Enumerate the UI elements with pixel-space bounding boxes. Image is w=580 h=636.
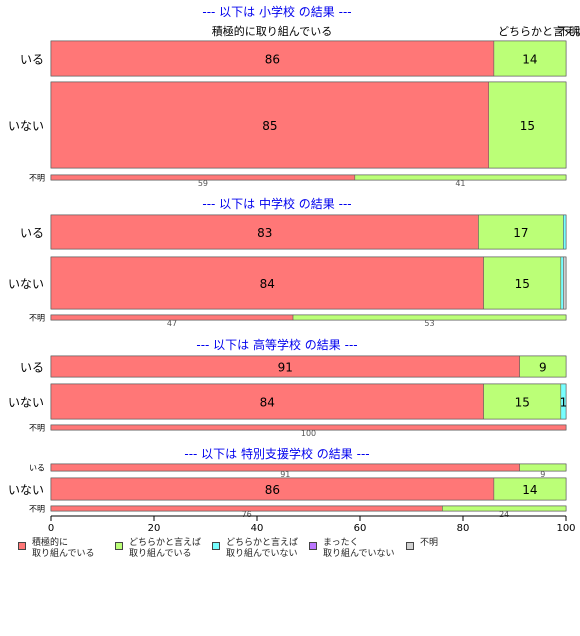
panel-title: --- 以下は 高等学校 の結果 --- bbox=[196, 337, 357, 352]
data-label: 47 bbox=[167, 319, 177, 328]
bar-segment bbox=[519, 463, 567, 472]
data-label: 100 bbox=[301, 429, 316, 438]
row-label: いる bbox=[20, 226, 44, 240]
x-tick-label: 60 bbox=[354, 523, 367, 534]
data-label: 53 bbox=[424, 319, 434, 328]
legend-swatch bbox=[212, 542, 220, 550]
legend-swatch bbox=[406, 542, 414, 550]
legend-label: どちらかと言えば 取り組んでいない bbox=[226, 538, 299, 559]
bar-segment bbox=[442, 505, 567, 512]
bar-segment bbox=[483, 256, 562, 310]
row-label: いない bbox=[8, 483, 44, 497]
legend-swatch bbox=[115, 542, 123, 550]
data-label: 9 bbox=[539, 361, 547, 375]
bar-segment bbox=[50, 383, 484, 420]
row-label: 不明 bbox=[29, 424, 45, 433]
data-label: 91 bbox=[280, 470, 290, 479]
chart-legend: 積極的に 取り組んでいる どちらかと言えば 取り組んでいる どちらかと言えば 取… bbox=[18, 538, 503, 560]
bar-segment bbox=[292, 314, 567, 321]
panel-title: --- 以下は 小学校 の結果 --- bbox=[202, 4, 351, 19]
data-label: 9 bbox=[540, 470, 545, 479]
bar-segment bbox=[560, 383, 567, 420]
bar-segment bbox=[563, 256, 567, 310]
row-label: いる bbox=[20, 53, 44, 67]
legend-swatch bbox=[309, 542, 317, 550]
data-label: 86 bbox=[265, 53, 280, 67]
legend-label: どちらかと言えば 取り組んでいる bbox=[129, 538, 202, 559]
bar-segment bbox=[50, 40, 495, 77]
legend-label: まったく 取り組んでいない bbox=[323, 538, 395, 559]
panel-title: --- 以下は 特別支援学校 の結果 --- bbox=[184, 446, 369, 461]
data-label: 86 bbox=[265, 483, 280, 497]
x-tick-label: 80 bbox=[457, 523, 470, 534]
data-label: 1 bbox=[560, 396, 568, 410]
data-label: 15 bbox=[515, 277, 530, 291]
top-label: 不明 bbox=[558, 25, 580, 38]
data-label: 17 bbox=[513, 226, 528, 240]
row-label: いる bbox=[20, 361, 44, 375]
top-label: 積極的に取り組んでいる bbox=[212, 24, 332, 38]
x-tick-label: 20 bbox=[148, 523, 161, 534]
row-label: いない bbox=[8, 396, 44, 410]
legend-item: どちらかと言えば 取り組んでいない bbox=[212, 538, 309, 560]
data-label: 59 bbox=[198, 179, 208, 188]
panel-title: --- 以下は 中学校 の結果 --- bbox=[202, 196, 351, 211]
data-label: 14 bbox=[522, 53, 537, 67]
data-label: 14 bbox=[522, 483, 537, 497]
bar-segment bbox=[50, 81, 489, 169]
row-label: 不明 bbox=[29, 314, 45, 323]
x-tick-label: 100 bbox=[556, 523, 575, 534]
data-label: 91 bbox=[278, 361, 293, 375]
data-label: 24 bbox=[499, 510, 509, 519]
bar-segment bbox=[560, 256, 564, 310]
data-label: 15 bbox=[520, 119, 535, 133]
bar-segment bbox=[563, 214, 567, 250]
legend-item: どちらかと言えば 取り組んでいる bbox=[115, 538, 212, 560]
legend-item: まったく 取り組んでいない bbox=[309, 538, 406, 560]
bar-segment bbox=[50, 424, 567, 431]
bar-segment bbox=[483, 383, 562, 420]
data-label: 83 bbox=[257, 226, 272, 240]
data-label: 84 bbox=[260, 277, 275, 291]
bar-segment bbox=[488, 81, 567, 169]
legend-label: 不明 bbox=[420, 538, 439, 548]
row-label: 不明 bbox=[29, 174, 45, 183]
legend-label: 積極的に 取り組んでいる bbox=[32, 538, 95, 559]
data-label: 41 bbox=[455, 179, 465, 188]
bar-segment bbox=[50, 256, 484, 310]
data-label: 15 bbox=[515, 396, 530, 410]
bar-segment bbox=[493, 477, 567, 501]
data-label: 76 bbox=[242, 510, 252, 519]
row-label: いない bbox=[8, 119, 44, 133]
row-label: 不明 bbox=[29, 505, 45, 514]
legend-item: 積極的に 取り組んでいる bbox=[18, 538, 115, 560]
legend-item: 不明 bbox=[406, 538, 503, 560]
row-label: いない bbox=[8, 277, 44, 291]
x-tick-label: 40 bbox=[251, 523, 264, 534]
data-label: 85 bbox=[262, 119, 277, 133]
bar-segment bbox=[50, 214, 479, 250]
legend-swatch bbox=[18, 542, 26, 550]
bar-segment bbox=[519, 355, 567, 378]
bar-segment bbox=[478, 214, 564, 250]
bar-segment bbox=[354, 174, 567, 181]
row-label: いる bbox=[29, 464, 45, 473]
x-tick-label: 0 bbox=[48, 523, 54, 534]
data-label: 84 bbox=[260, 396, 275, 410]
bar-segment bbox=[493, 40, 567, 77]
